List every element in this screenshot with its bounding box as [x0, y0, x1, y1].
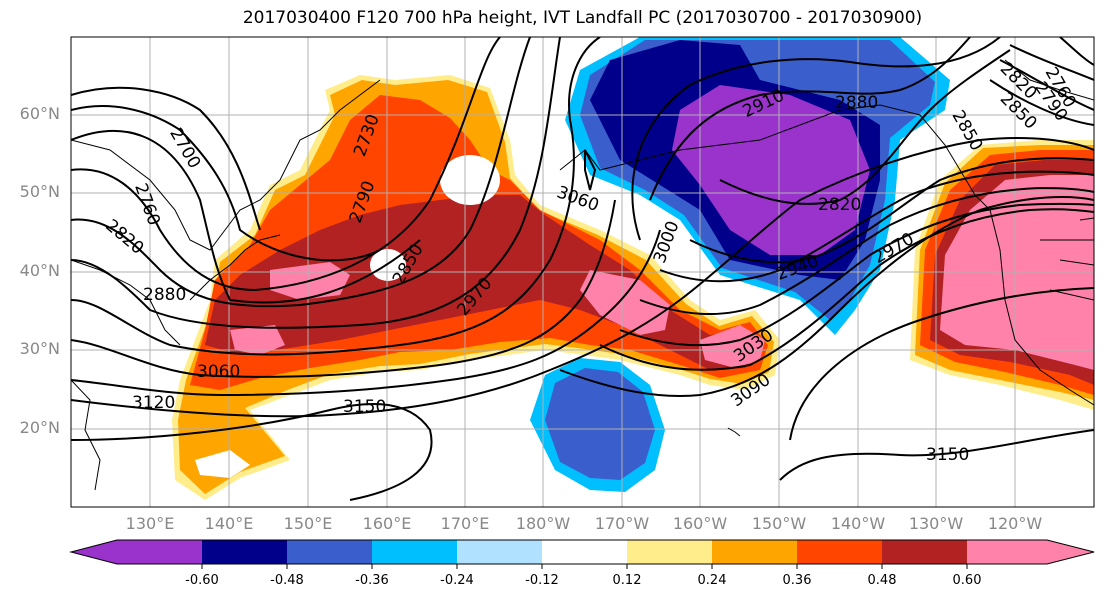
contour-label: 3150 [926, 445, 969, 465]
colorbar-bin [712, 540, 797, 564]
lon-label-140w: 140°W [830, 514, 886, 533]
colorbar-bin [117, 540, 202, 564]
colorbar-bin [372, 540, 457, 564]
lon-label-130e: 130°E [125, 514, 175, 533]
map-area [71, 37, 1094, 507]
contour-label: 3150 [343, 397, 386, 417]
coastlines [71, 59, 1094, 491]
colorbar [69, 539, 1095, 569]
colorbar-bin [882, 540, 967, 564]
lon-label-130w: 130°W [908, 514, 964, 533]
contour-label: 2820 [818, 195, 861, 215]
lon-label-150w: 150°W [751, 514, 807, 533]
lon-label-140e: 140°E [204, 514, 254, 533]
lon-label-170e: 170°E [440, 514, 490, 533]
lat-label-60n: 60°N [19, 104, 60, 123]
colorbar-tick-label: 0.24 [697, 573, 727, 588]
lon-label-160e: 160°E [362, 514, 412, 533]
contour-label: 3060 [197, 362, 240, 382]
contour-label: 3120 [132, 393, 175, 413]
colorbar-bin [457, 540, 542, 564]
colorbar-tick-label: -0.24 [440, 573, 474, 588]
lon-label-160w: 160°W [672, 514, 728, 533]
colorbar-bin [287, 540, 372, 564]
lat-label-40n: 40°N [19, 261, 60, 280]
lon-label-120w: 120°W [987, 514, 1043, 533]
contour-label: 2880 [143, 285, 186, 305]
colorbar-bin [967, 540, 1047, 564]
colorbar-bin [627, 540, 712, 564]
colorbar-extend-high [1047, 540, 1094, 564]
colorbar-tick-label: 0.48 [867, 573, 897, 588]
colorbar-bin [542, 540, 627, 564]
colorbar-tick-label: -0.60 [185, 573, 219, 588]
colorbar-tick-label: 0.36 [782, 573, 812, 588]
map-title: 2017030400 F120 700 hPa height, IVT Land… [242, 8, 923, 28]
colorbar-tick-label: -0.12 [525, 573, 559, 588]
lon-label-170w: 170°W [594, 514, 650, 533]
colorbar-tick-label: 0.60 [952, 573, 982, 588]
height-contours [71, 37, 1094, 501]
colorbar-tick-label: -0.48 [270, 573, 304, 588]
lat-label-50n: 50°N [19, 182, 60, 201]
contour-label: 2880 [835, 93, 878, 113]
lat-label-20n: 20°N [19, 418, 60, 437]
colorbar-extend-low [71, 540, 117, 564]
lon-label-150e: 150°E [283, 514, 333, 533]
colorbar-bin [202, 540, 287, 564]
colorbar-tick-label: 0.12 [612, 573, 642, 588]
colorbar-tick-label: -0.36 [355, 573, 389, 588]
map-frame [70, 36, 1095, 508]
colorbar-bin [797, 540, 882, 564]
lat-label-30n: 30°N [19, 339, 60, 358]
lon-label-180w: 180°W [515, 514, 571, 533]
